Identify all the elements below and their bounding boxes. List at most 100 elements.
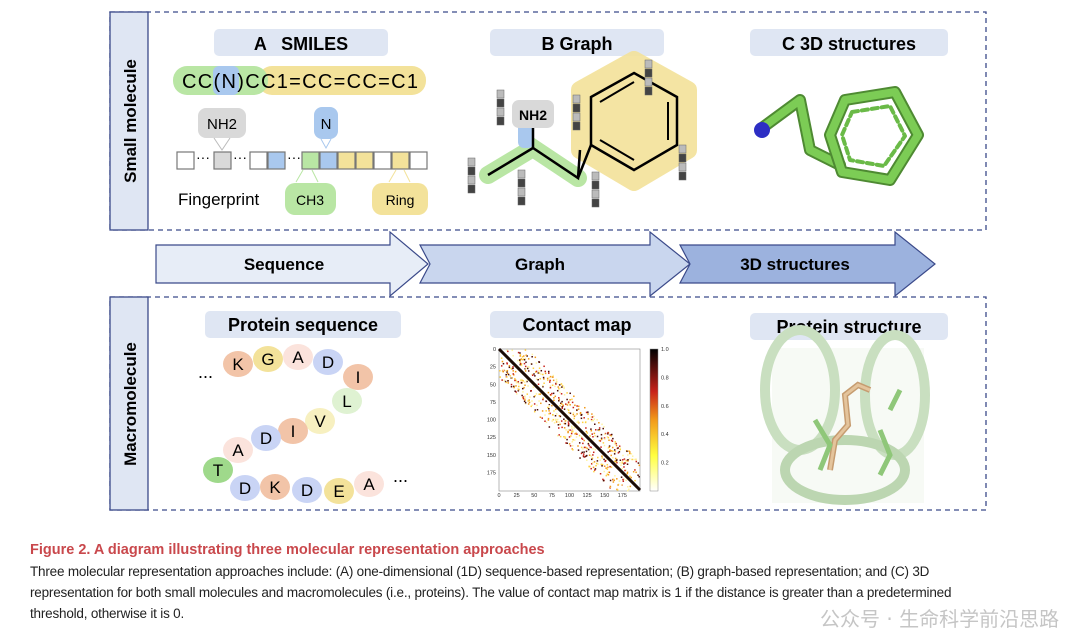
contact-cell [514, 370, 517, 373]
contact-cell [515, 385, 517, 387]
contact-cell [561, 384, 564, 387]
contact-cell [512, 367, 514, 370]
contact-cell [592, 435, 594, 438]
contact-cell [524, 399, 526, 401]
contact-cell [549, 412, 551, 415]
contact-cell [563, 394, 566, 396]
contact-cell [626, 463, 629, 465]
residue-bead [332, 388, 362, 414]
contact-cell [538, 370, 540, 372]
colorbar [649, 348, 659, 492]
contact-cell [623, 458, 626, 460]
contact-cell [573, 439, 576, 441]
contact-cell [574, 433, 576, 435]
contact-cell [604, 433, 606, 436]
contact-cell [585, 450, 588, 453]
contact-cell [539, 378, 541, 380]
contact-cell [561, 386, 563, 388]
contact-cell [629, 452, 631, 455]
contact-cell [539, 416, 542, 418]
contact-cell [585, 427, 587, 429]
contact-cell [506, 371, 508, 373]
contact-cell [624, 462, 627, 464]
contact-cell [548, 408, 550, 410]
contact-cell [524, 395, 526, 397]
feature-bit [644, 68, 653, 78]
contact-cell [521, 362, 523, 365]
contact-cell [551, 384, 554, 386]
contact-cell [500, 365, 503, 367]
feature-bit [517, 187, 526, 197]
contact-cell [590, 416, 592, 418]
contact-cell [523, 400, 526, 403]
ch3-callout: CH3 [285, 169, 336, 215]
residue-bead [251, 425, 281, 451]
contact-cell [520, 364, 523, 367]
contact-cell [502, 370, 504, 373]
contact-cell [527, 403, 530, 405]
contact-cell [499, 376, 501, 378]
contact-cell [569, 392, 571, 395]
residue-bead [305, 408, 335, 434]
contact-cell [537, 383, 540, 386]
contact-cell [538, 367, 541, 369]
feature-bit [644, 59, 653, 69]
contact-cell [601, 457, 603, 459]
contact-cell [634, 479, 636, 482]
y-tick: 175 [487, 470, 496, 476]
contact-cell [535, 362, 538, 364]
contact-map: 0 0 25 25 50 50 75 75 100 100 125 125 150 150 175 175 [487, 347, 642, 499]
contact-cell [532, 386, 535, 388]
contact-cell [561, 406, 563, 408]
contact-cell [515, 381, 518, 383]
contact-cell [531, 374, 534, 376]
contact-cell [587, 413, 589, 415]
contact-cell [576, 405, 578, 407]
contact-cell [583, 439, 585, 442]
contact-cell [591, 416, 594, 418]
contact-cell [607, 451, 609, 453]
contact-cell [624, 469, 626, 472]
contact-cell [600, 438, 603, 441]
contact-cell [592, 451, 595, 454]
contact-cell [616, 489, 619, 491]
contact-cell [548, 405, 550, 407]
contact-cell [596, 460, 599, 462]
contact-cell [580, 436, 583, 438]
contact-cell [566, 438, 568, 441]
contact-cell [518, 385, 520, 388]
contact-cell [590, 428, 592, 430]
contact-cell [543, 365, 545, 368]
contact-cell [602, 479, 605, 482]
fingerprint-bit [337, 151, 356, 170]
contact-cell [521, 387, 524, 390]
contact-cell [551, 392, 553, 395]
contact-cell [604, 460, 606, 463]
arrow-3d: 3D structures [740, 255, 850, 274]
contact-cell [576, 413, 578, 415]
contact-cell [561, 407, 563, 410]
contact-cell [628, 488, 630, 491]
contact-cell [591, 457, 594, 460]
contact-cell [563, 418, 565, 420]
contact-cell [517, 388, 520, 391]
contact-cell [534, 356, 537, 359]
contact-cell [615, 459, 618, 462]
residue-bead [253, 346, 283, 372]
contact-cell [578, 442, 581, 444]
contact-cell [531, 400, 533, 402]
contact-cell [538, 393, 540, 396]
contact-cell [538, 372, 541, 374]
contact-cell [623, 478, 625, 480]
contact-cell [508, 365, 511, 367]
diagram: Small molecule A SMILES CC(N)CC1=CC=CC=C… [109, 11, 987, 511]
contact-cell [579, 457, 581, 459]
contact-cell [506, 369, 509, 372]
contact-cell [542, 398, 544, 401]
svg-text:Ring: Ring [386, 192, 415, 208]
contact-cell [622, 480, 625, 482]
contact-cell [554, 418, 557, 421]
contact-cell [584, 406, 586, 409]
contact-cell [517, 381, 519, 384]
contact-cell [572, 445, 574, 447]
